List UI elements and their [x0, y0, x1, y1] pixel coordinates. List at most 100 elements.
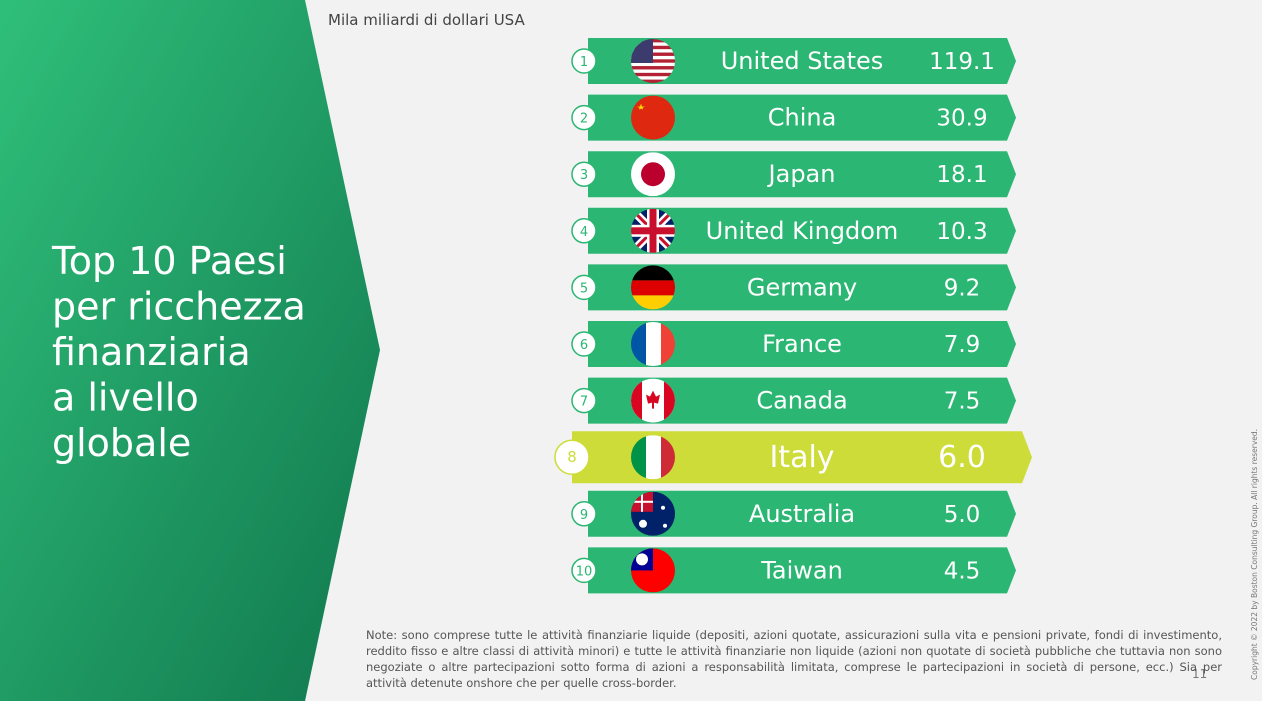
- row-bar: [572, 431, 1032, 484]
- row-bar: [588, 490, 1016, 537]
- page-number: 11: [1192, 667, 1207, 681]
- value: 10.3: [936, 219, 987, 245]
- ranking: 1 United States 119.1 2 China 30.9 3 Japan 18.1 4…: [554, 38, 1032, 594]
- flag-part: [646, 322, 661, 366]
- row-bar: [588, 207, 1016, 254]
- flag-part: [631, 435, 646, 480]
- flag-part: [661, 322, 675, 366]
- value: 18.1: [936, 162, 987, 188]
- ranking-row: 8 Italy 6.0: [554, 431, 1032, 484]
- country: France: [762, 330, 842, 358]
- rank-circle: [571, 48, 597, 74]
- ranking-row: 7 Canada 7.5: [571, 377, 1016, 424]
- flag-part: [637, 103, 645, 110]
- flag: [631, 39, 675, 83]
- flag-part: [631, 62, 675, 67]
- title-line: globale: [52, 421, 191, 465]
- flag: [631, 378, 675, 423]
- rank: 9: [580, 508, 588, 523]
- flag-part: [631, 295, 675, 310]
- ranking-row: 2 China 30.9: [571, 94, 1016, 141]
- rank-circle: [571, 331, 597, 357]
- row-bar: [588, 151, 1016, 198]
- note: Note: sono comprese tutte le attività fi…: [366, 628, 1222, 690]
- title-line: finanziaria: [52, 330, 251, 374]
- flag-part: [631, 79, 675, 83]
- country: Australia: [749, 500, 855, 528]
- ranking-row: 6 France 7.9: [571, 321, 1016, 367]
- rank-circle: [571, 501, 597, 527]
- flag-part: [646, 390, 660, 409]
- rank: 5: [580, 281, 588, 296]
- country: Germany: [747, 273, 857, 301]
- flag: [631, 208, 675, 253]
- flag-part: [663, 523, 667, 528]
- title-line: Top 10 Paesi: [51, 239, 287, 283]
- flag-part: [641, 162, 665, 187]
- country: Taiwan: [760, 556, 843, 584]
- flag-part: [661, 435, 675, 480]
- rank: 2: [580, 112, 588, 127]
- flag-part: [631, 265, 675, 281]
- rank: 1: [580, 55, 588, 70]
- row-bar: [588, 264, 1016, 311]
- country: United Kingdom: [706, 217, 899, 245]
- rank-circle: [571, 104, 597, 131]
- rank-circle: [554, 439, 590, 475]
- flag: [631, 265, 675, 310]
- rank: 8: [567, 448, 577, 466]
- ranking-row: 4 United Kingdom 10.3: [571, 207, 1016, 254]
- flag-part: [641, 491, 643, 512]
- rank-circle: [571, 557, 597, 584]
- flag-part: [631, 72, 675, 77]
- row-bar: [588, 321, 1016, 367]
- flag-part: [639, 519, 647, 528]
- title-line: a livello: [52, 376, 199, 420]
- flag-part: [646, 435, 661, 480]
- row-bar: [588, 38, 1016, 84]
- country: Japan: [767, 160, 836, 188]
- flag: [631, 152, 675, 197]
- country: Italy: [769, 440, 834, 475]
- flag-part: [631, 322, 646, 366]
- rank-circle: [571, 387, 597, 414]
- rank: 4: [580, 225, 588, 240]
- rank: 6: [580, 338, 588, 353]
- flag-part: [636, 553, 648, 566]
- value: 30.9: [936, 106, 987, 132]
- row-bar: [588, 94, 1016, 141]
- flag: [631, 548, 675, 593]
- flag-part: [664, 378, 675, 423]
- ranking-row: 3 Japan 18.1: [571, 151, 1016, 198]
- value: 5.0: [944, 502, 981, 528]
- ranking-row: 10 Taiwan 4.5: [571, 547, 1016, 594]
- title-line: per ricchezza: [52, 285, 306, 329]
- flag-part: [631, 280, 675, 296]
- flag-part: [631, 69, 675, 74]
- ranking-row: 5 Germany 9.2: [571, 264, 1016, 311]
- country: China: [768, 104, 837, 132]
- value: 6.0: [938, 440, 986, 475]
- rank: 10: [576, 564, 593, 579]
- flag: [631, 95, 675, 140]
- ranking-row: 1 United States 119.1: [571, 38, 1016, 84]
- flag-part: [649, 208, 657, 253]
- rank-circle: [571, 161, 597, 187]
- rank: 3: [580, 168, 588, 183]
- flag-part: [631, 95, 675, 140]
- flag-part: [631, 378, 642, 423]
- copyright: Copyright © 2022 by Boston Consulting Gr…: [1250, 429, 1259, 680]
- flag: [631, 491, 675, 536]
- rank: 7: [580, 395, 588, 410]
- value: 4.5: [944, 558, 981, 584]
- unit-label: Mila miliardi di dollari USA: [328, 11, 525, 29]
- rank-circle: [571, 274, 597, 301]
- ranking-row: 9 Australia 5.0: [571, 490, 1016, 537]
- value: 119.1: [929, 49, 995, 75]
- flag: [631, 322, 675, 366]
- country: United States: [721, 47, 884, 75]
- value: 9.2: [944, 275, 981, 301]
- flag: [631, 435, 675, 480]
